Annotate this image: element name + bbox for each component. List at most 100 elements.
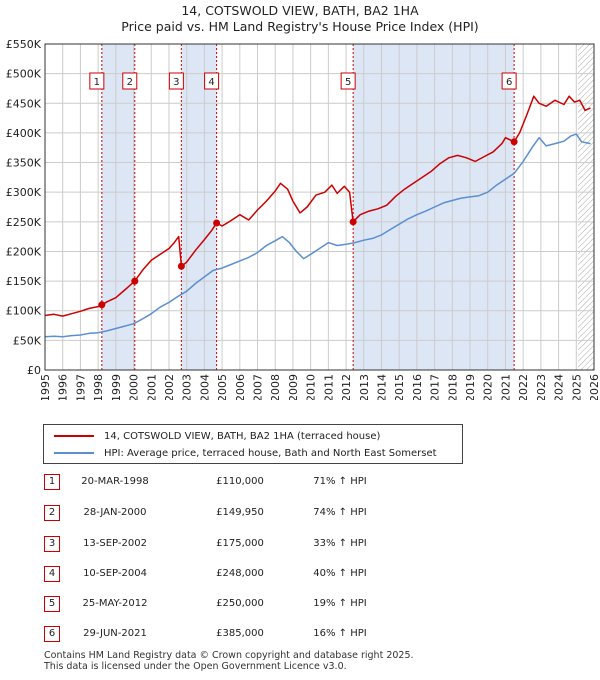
y-tick-label: £500K	[6, 68, 42, 81]
table-row: 2 28-JAN-2000 £149,950 74% ↑ HPI	[0, 505, 600, 521]
tx-price: £175,000	[216, 538, 264, 549]
x-tick-label: 1999	[110, 374, 123, 400]
tx-number: 6	[44, 626, 60, 642]
chart-subtitle: Price paid vs. HM Land Registry's House …	[121, 19, 479, 34]
legend-label-hpi: HPI: Average price, terraced house, Bath…	[104, 447, 437, 459]
x-tick-label: 2007	[252, 374, 265, 400]
x-tick-label: 2019	[464, 374, 477, 400]
legend-item-hpi: HPI: Average price, terraced house, Bath…	[54, 446, 437, 460]
tx-date: 20-MAR-1998	[81, 476, 149, 487]
legend: 14, COTSWOLD VIEW, BATH, BA2 1HA (terrac…	[43, 424, 463, 464]
tx-date: 25-MAY-2012	[82, 598, 148, 609]
transaction-point	[349, 218, 357, 226]
y-tick-label: £100K	[6, 305, 42, 318]
price-chart: 1 2 3 4 5 6 £0 £50K £100K £150K £200K £250K £300K £35…	[6, 38, 600, 400]
transaction-label-box	[204, 72, 220, 90]
transaction-point	[131, 277, 139, 285]
transaction-label-box	[89, 72, 105, 90]
tx-number: 4	[44, 566, 60, 582]
x-tick-label: 2022	[517, 374, 530, 400]
transaction-point	[213, 219, 221, 227]
transaction-label: 1	[94, 77, 100, 88]
transaction-label: 3	[173, 77, 179, 88]
tx-hpi-diff: 71% ↑ HPI	[313, 476, 367, 487]
x-tick-label: 2025	[570, 374, 583, 400]
tx-date: 13-SEP-2002	[83, 538, 147, 549]
x-tick-label: 2012	[340, 374, 353, 400]
x-tick-label: 2014	[375, 374, 388, 400]
tx-hpi-diff: 33% ↑ HPI	[313, 538, 367, 549]
table-row: 6 29-JUN-2021 £385,000 16% ↑ HPI	[0, 626, 600, 642]
x-tick-label: 2005	[216, 374, 229, 400]
transaction-label: 5	[345, 77, 351, 88]
transaction-point	[177, 262, 185, 270]
forecast-hatch	[578, 44, 594, 370]
x-tick-label: 2008	[269, 374, 282, 400]
highlight-band	[101, 44, 135, 370]
x-tick-label: 1998	[92, 374, 105, 400]
x-tick-label: 2013	[358, 374, 371, 400]
transaction-label-box	[168, 72, 184, 90]
x-tick-label: 2018	[446, 374, 459, 400]
x-tick-label: 2002	[163, 374, 176, 400]
y-tick-label: £50K	[13, 334, 42, 347]
y-tick-label: £350K	[6, 157, 42, 170]
tx-price: £248,000	[216, 568, 264, 579]
tx-hpi-diff: 74% ↑ HPI	[313, 507, 367, 518]
x-tick-label: 2003	[181, 374, 194, 400]
tx-number: 1	[44, 474, 60, 490]
tx-hpi-diff: 19% ↑ HPI	[313, 598, 367, 609]
x-tick-label: 2021	[499, 374, 512, 400]
tx-price: £110,000	[216, 476, 264, 487]
plot-border	[44, 43, 595, 371]
x-tick-label: 2016	[411, 374, 424, 400]
tx-number: 5	[44, 596, 60, 612]
x-tick-label: 2026	[588, 374, 600, 400]
transaction-point	[510, 138, 518, 146]
tx-price: £250,000	[216, 598, 264, 609]
transaction-label: 4	[208, 77, 214, 88]
y-tick-label: £200K	[6, 245, 42, 258]
x-tick-label: 1996	[57, 374, 70, 400]
table-row: 4 10-SEP-2004 £248,000 40% ↑ HPI	[0, 566, 600, 582]
x-tick-label: 2023	[535, 374, 548, 400]
highlight-band	[181, 44, 217, 370]
footer-license: This data is licensed under the Open Gov…	[44, 661, 347, 672]
y-tick-label: £250K	[6, 216, 42, 229]
series-line-hpi	[44, 133, 591, 338]
x-tick-label: 2004	[198, 374, 211, 400]
x-tick-label: 2011	[322, 374, 335, 400]
x-tick-label: 1997	[74, 374, 87, 400]
tx-number: 2	[44, 505, 60, 521]
x-tick-label: 1995	[39, 374, 52, 400]
x-tick-label: 2006	[234, 374, 247, 400]
tx-hpi-diff: 40% ↑ HPI	[313, 568, 367, 579]
y-tick-label: £450K	[6, 97, 42, 110]
x-tick-label: 2000	[128, 374, 141, 400]
footer-copyright: Contains HM Land Registry data © Crown c…	[44, 650, 414, 661]
tx-price: £149,950	[216, 507, 264, 518]
y-tick-label: £0	[27, 364, 41, 377]
transaction-label: 2	[127, 77, 133, 88]
x-tick-label: 2024	[553, 374, 566, 400]
y-tick-label: £300K	[6, 186, 42, 199]
x-tick-label: 2001	[145, 374, 158, 400]
transaction-label: 6	[506, 77, 512, 88]
x-tick-label: 2010	[305, 374, 318, 400]
legend-label-price: 14, COTSWOLD VIEW, BATH, BA2 1HA (terrac…	[104, 430, 381, 442]
y-tick-label: £550K	[6, 38, 42, 51]
table-row: 1 20-MAR-1998 £110,000 71% ↑ HPI	[0, 474, 600, 490]
x-tick-label: 2009	[287, 374, 300, 400]
legend-item-price: 14, COTSWOLD VIEW, BATH, BA2 1HA (terrac…	[54, 429, 380, 443]
x-tick-label: 2017	[429, 374, 442, 400]
tx-hpi-diff: 16% ↑ HPI	[313, 628, 367, 639]
tx-date: 28-JAN-2000	[83, 507, 147, 518]
table-row: 3 13-SEP-2002 £175,000 33% ↑ HPI	[0, 536, 600, 552]
legend-swatch-price	[54, 435, 94, 437]
x-tick-label: 2020	[482, 374, 495, 400]
legend-swatch-hpi	[54, 452, 94, 454]
transaction-label-box	[122, 72, 138, 90]
tx-price: £385,000	[216, 628, 264, 639]
tx-number: 3	[44, 536, 60, 552]
transaction-point	[98, 301, 106, 309]
